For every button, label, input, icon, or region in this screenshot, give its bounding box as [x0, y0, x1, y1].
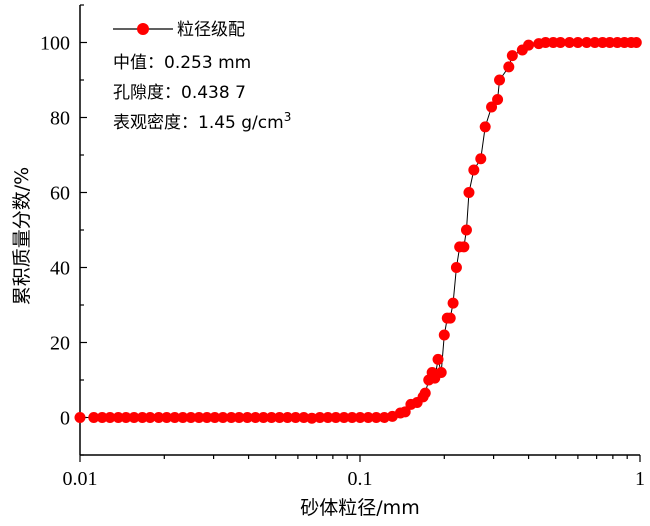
data-point [233, 412, 245, 423]
data-point [153, 412, 165, 423]
y-tick-label: 60 [50, 183, 70, 205]
data-point [486, 101, 498, 113]
data-point [447, 297, 459, 309]
data-point [419, 387, 431, 399]
data-point [274, 412, 286, 423]
x-axis-title: 砂体粒径/mm [300, 497, 419, 519]
x-tick-label: 1 [635, 468, 645, 490]
data-point [338, 412, 350, 423]
data-point [266, 412, 278, 423]
data-point [185, 412, 197, 423]
data-point [74, 412, 86, 423]
legend: 粒径级配 中值：0.253 mm 孔隙度：0.438 7 表观密度：1.45 g… [113, 20, 291, 133]
data-point [112, 412, 124, 423]
data-point [540, 37, 552, 48]
data-point [346, 412, 358, 423]
data-point [306, 412, 318, 424]
data-point [432, 353, 444, 365]
data-point [506, 50, 518, 62]
data-point [399, 406, 411, 418]
y-tick-label: 40 [50, 258, 70, 280]
data-point [458, 241, 470, 253]
data-point [282, 412, 294, 423]
legend-median: 中值：0.253 mm [113, 53, 251, 73]
data-point [120, 412, 132, 423]
data-point [354, 412, 366, 423]
x-tick-label: 0.01 [63, 468, 98, 490]
data-point [217, 412, 229, 423]
data-point [249, 412, 261, 423]
data-point [435, 367, 447, 378]
data-point [438, 329, 450, 341]
data-point [523, 39, 535, 51]
data-point [128, 412, 140, 423]
data-point [136, 412, 148, 423]
legend-porosity: 孔隙度：0.438 7 [113, 83, 246, 103]
data-point [494, 74, 506, 86]
data-point [503, 61, 515, 73]
data-point [492, 94, 504, 105]
data-point [144, 412, 156, 423]
axes: 0.01 0.1 1 0 20 40 60 80 100 [40, 4, 645, 490]
legend-density-sup: 3 [284, 110, 292, 124]
data-point [104, 412, 116, 423]
data-point [193, 412, 205, 423]
y-tick-label: 20 [50, 333, 70, 355]
data-point [209, 412, 221, 423]
data-point [460, 224, 472, 236]
data-point [581, 37, 593, 48]
series-group [74, 37, 642, 424]
data-point [169, 412, 181, 423]
data-point [362, 412, 374, 423]
data-point [298, 412, 310, 423]
y-tick-label: 0 [60, 408, 70, 430]
data-point [201, 412, 213, 423]
legend-series-label: 粒径级配 [177, 20, 245, 40]
data-point [463, 187, 475, 198]
data-point [450, 262, 462, 273]
data-point [314, 412, 326, 423]
x-tick-label: 0.1 [348, 468, 373, 490]
data-point [330, 412, 342, 423]
data-point [241, 412, 253, 423]
data-point [177, 412, 189, 423]
data-point [554, 37, 566, 48]
y-tick-label: 80 [50, 108, 70, 130]
legend-density-text: 表观密度：1.45 g/cm [113, 113, 284, 133]
data-point [572, 37, 584, 48]
data-point [444, 312, 456, 324]
data-point [479, 121, 491, 133]
data-point [475, 153, 487, 165]
data-point [563, 37, 575, 48]
legend-marker [137, 23, 149, 35]
data-point [630, 37, 642, 48]
data-point [589, 37, 601, 48]
data-point [257, 412, 269, 423]
legend-density: 表观密度：1.45 g/cm3 [113, 110, 291, 133]
data-point [96, 412, 108, 423]
data-point [88, 412, 100, 423]
data-point [225, 412, 237, 423]
data-point [161, 412, 173, 423]
data-point [378, 412, 390, 423]
y-tick-label: 100 [40, 33, 70, 55]
data-point [322, 412, 334, 423]
data-point [604, 37, 616, 48]
data-point [370, 412, 382, 423]
y-axis-title: 累积质量分数/% [11, 167, 33, 305]
data-point [290, 412, 302, 423]
data-point [468, 164, 480, 176]
